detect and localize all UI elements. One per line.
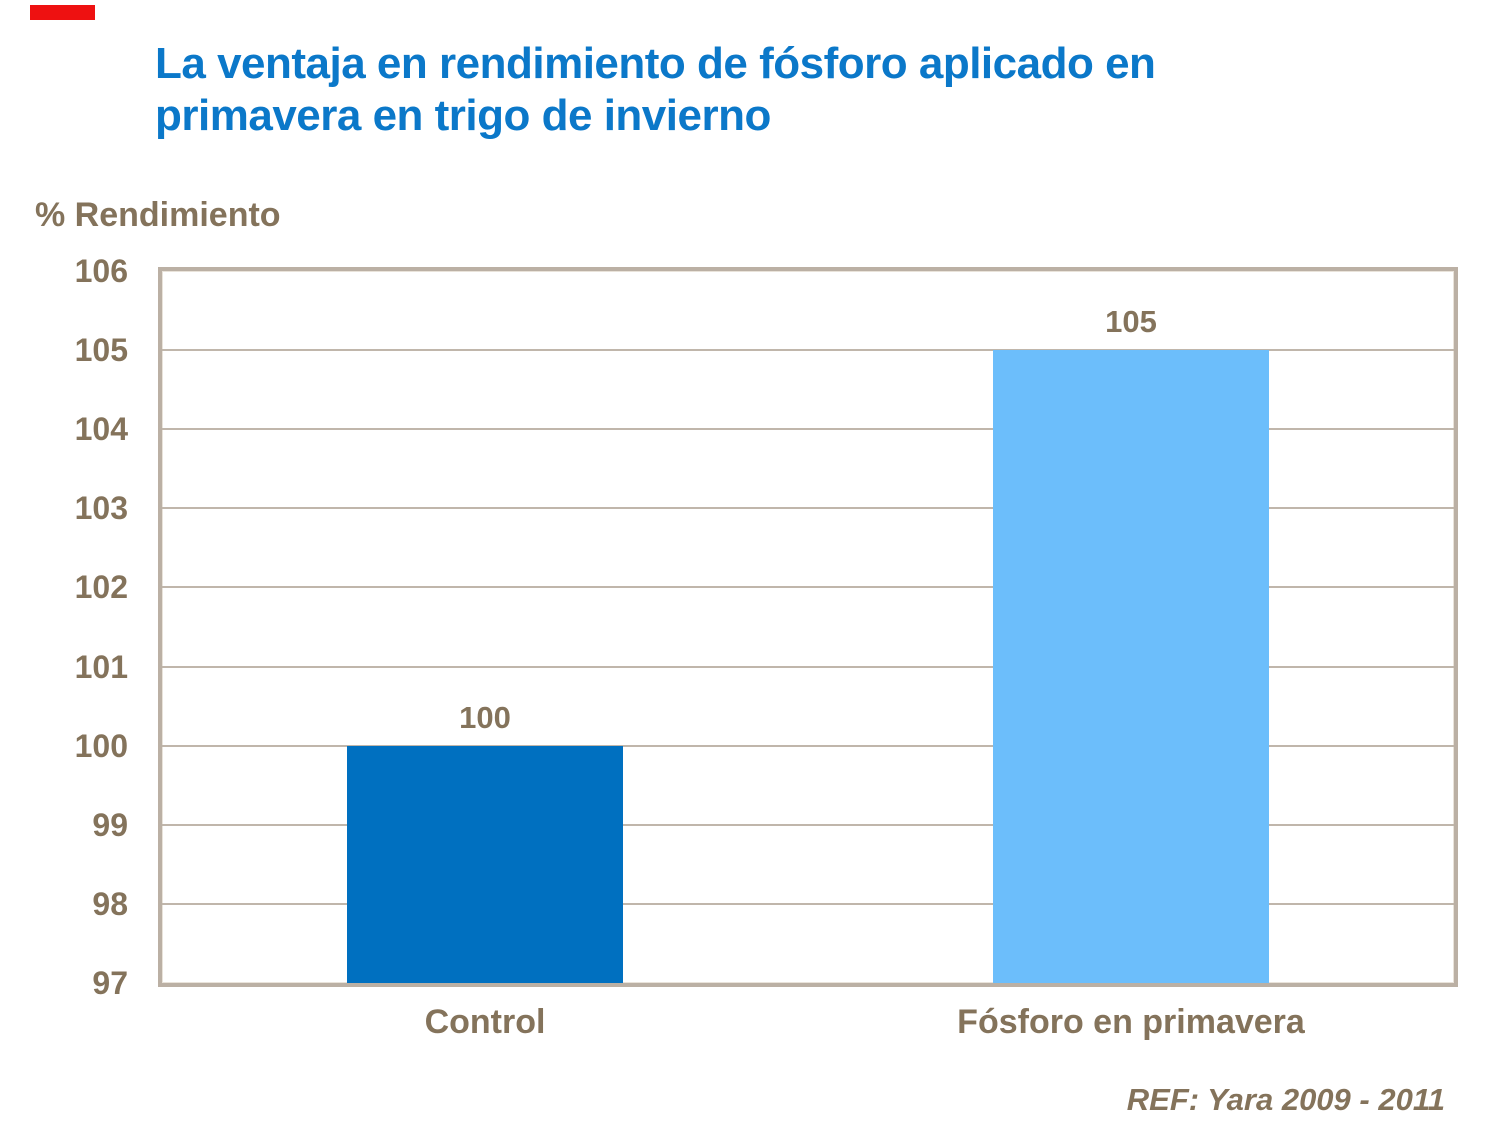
chart-title-line-2: primavera en trigo de invierno (155, 90, 771, 140)
plot-area: 100 105 (158, 267, 1458, 987)
bar-control (347, 745, 623, 983)
accent-bar (30, 5, 95, 20)
y-tick-label-97: 97 (92, 965, 128, 1001)
bar-fosforo-en-primavera (993, 350, 1269, 983)
y-tick-label-98: 98 (92, 885, 128, 922)
y-tick-label-104: 104 (74, 411, 128, 448)
chart-title: La ventaja en rendimiento de fósforo apl… (155, 38, 1156, 142)
gridline-101 (162, 665, 1454, 668)
x-category-label-fosforo-en-primavera: Fósforo en primavera (957, 1003, 1305, 1041)
gridline-98 (162, 902, 1454, 905)
y-tick-label-99: 99 (92, 806, 128, 843)
x-category-label-control: Control (424, 1003, 546, 1041)
source-reference: REF: Yara 2009 - 2011 (1126, 1082, 1445, 1117)
bar-value-label-fosforo-en-primavera: 105 (1105, 304, 1157, 340)
gridline-103 (162, 507, 1454, 510)
y-tick-label-102: 102 (74, 569, 128, 606)
gridline-100 (162, 744, 1454, 747)
gridline-104 (162, 428, 1454, 431)
bar-value-label-control: 100 (459, 699, 511, 735)
y-tick-label-105: 105 (74, 332, 128, 369)
y-tick-label-103: 103 (74, 490, 128, 527)
gridline-99 (162, 823, 1454, 826)
y-tick-label-101: 101 (74, 648, 128, 685)
chart-title-line-1: La ventaja en rendimiento de fósforo apl… (155, 39, 1156, 88)
gridline-105 (162, 349, 1454, 352)
y-tick-label-106: 106 (74, 253, 128, 289)
y-tick-label-100: 100 (74, 727, 128, 764)
gridline-102 (162, 586, 1454, 589)
y-axis-title: % Rendimiento (35, 196, 281, 234)
